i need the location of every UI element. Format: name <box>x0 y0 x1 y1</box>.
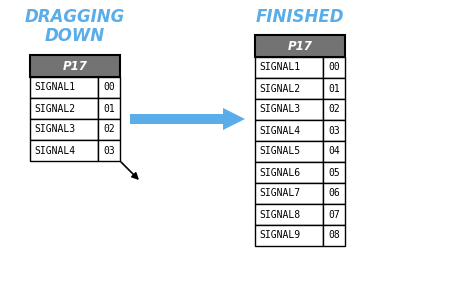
Text: 02: 02 <box>328 105 340 115</box>
Bar <box>98 119 120 140</box>
Bar <box>255 99 323 120</box>
Bar <box>323 78 345 99</box>
Text: SIGNAL6: SIGNAL6 <box>259 168 300 178</box>
Bar <box>255 204 323 225</box>
Bar <box>323 141 345 162</box>
Text: 07: 07 <box>328 209 340 219</box>
Text: SIGNAL1: SIGNAL1 <box>259 62 300 72</box>
Bar <box>255 183 323 204</box>
Bar <box>255 120 323 141</box>
Text: 04: 04 <box>328 146 340 157</box>
Bar <box>323 162 345 183</box>
Bar <box>30 119 98 140</box>
Bar <box>98 77 120 98</box>
Bar <box>255 57 323 78</box>
Text: SIGNAL7: SIGNAL7 <box>259 188 300 198</box>
Bar <box>255 35 345 57</box>
Bar <box>323 204 345 225</box>
Text: 02: 02 <box>103 125 115 135</box>
Text: 01: 01 <box>103 104 115 114</box>
Bar <box>323 99 345 120</box>
Bar <box>255 225 323 246</box>
Bar <box>255 78 323 99</box>
Bar <box>323 225 345 246</box>
Text: 03: 03 <box>103 145 115 155</box>
Bar <box>323 57 345 78</box>
Text: P17: P17 <box>63 59 87 72</box>
Text: DRAGGING
DOWN: DRAGGING DOWN <box>25 8 125 45</box>
Bar <box>30 98 98 119</box>
Text: SIGNAL2: SIGNAL2 <box>34 104 75 114</box>
Bar <box>323 120 345 141</box>
Bar <box>255 162 323 183</box>
Text: 00: 00 <box>328 62 340 72</box>
Text: SIGNAL4: SIGNAL4 <box>34 145 75 155</box>
Polygon shape <box>130 108 245 130</box>
Text: 06: 06 <box>328 188 340 198</box>
Text: 05: 05 <box>328 168 340 178</box>
Text: SIGNAL2: SIGNAL2 <box>259 84 300 94</box>
Text: SIGNAL9: SIGNAL9 <box>259 231 300 241</box>
Text: 08: 08 <box>328 231 340 241</box>
Text: SIGNAL1: SIGNAL1 <box>34 82 75 92</box>
Bar <box>30 77 98 98</box>
Text: FINISHED: FINISHED <box>256 8 344 26</box>
Bar <box>30 140 98 161</box>
Text: P17: P17 <box>288 39 313 52</box>
Bar <box>255 141 323 162</box>
Text: SIGNAL5: SIGNAL5 <box>259 146 300 157</box>
Text: 01: 01 <box>328 84 340 94</box>
Bar <box>323 183 345 204</box>
Text: 03: 03 <box>328 125 340 135</box>
Bar <box>98 140 120 161</box>
Bar <box>30 55 120 77</box>
Text: SIGNAL4: SIGNAL4 <box>259 125 300 135</box>
Text: 00: 00 <box>103 82 115 92</box>
Text: SIGNAL3: SIGNAL3 <box>259 105 300 115</box>
Text: SIGNAL8: SIGNAL8 <box>259 209 300 219</box>
Bar <box>98 98 120 119</box>
Text: SIGNAL3: SIGNAL3 <box>34 125 75 135</box>
